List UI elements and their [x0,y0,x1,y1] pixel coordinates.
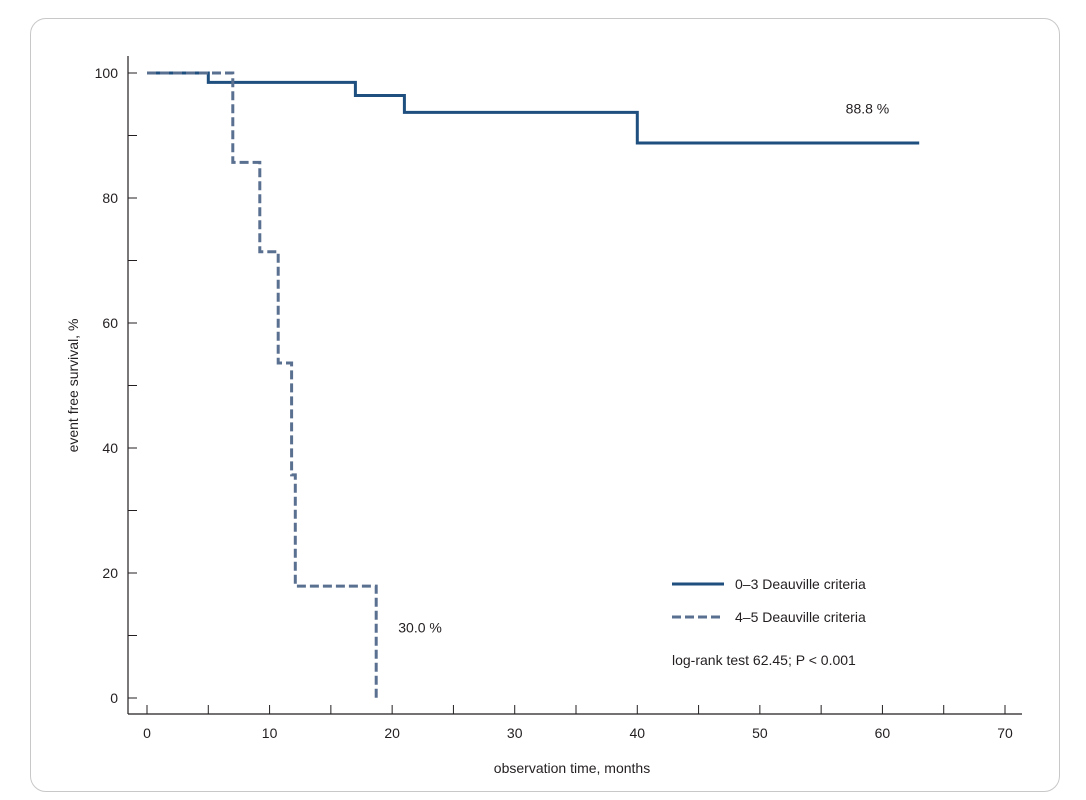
x-tick-label: 10 [262,725,278,741]
x-tick-label: 30 [507,725,523,741]
y-tick-label: 60 [102,315,118,331]
x-tick-label: 20 [384,725,400,741]
x-tick-label: 70 [997,725,1013,741]
axes: 0 10 20 30 40 50 60 70 0 20 40 60 80 100 observation t… [65,56,1022,776]
y-axis-title: event free survival, % [65,319,81,453]
legend: 0–3 Deauville criteria 4–5 Deauville crit… [672,576,866,668]
series-line-1 [147,71,920,145]
annotations: 88.8 % 30.0 % [398,101,889,636]
x-axis-title: observation time, months [494,760,650,776]
annotation-label: 30.0 % [398,619,442,635]
y-tick-label: 100 [95,65,119,81]
y-tick-label: 20 [102,565,118,581]
x-tick-label: 50 [752,725,768,741]
legend-label-2: 4–5 Deauville criteria [735,609,866,625]
x-tick-label: 40 [629,725,645,741]
x-tick-label: 60 [875,725,891,741]
legend-label-1: 0–3 Deauville criteria [735,576,866,592]
y-tick-label: 0 [110,690,118,706]
y-tick-label: 80 [102,190,118,206]
figure-frame [30,18,1060,792]
series-line-2 [147,71,378,698]
y-tick-label: 40 [102,440,118,456]
x-tick-label: 0 [143,725,151,741]
annotation-label: 88.8 % [846,101,890,117]
test-note: log-rank test 62.45; P < 0.001 [672,652,856,668]
series-layer [147,71,920,698]
